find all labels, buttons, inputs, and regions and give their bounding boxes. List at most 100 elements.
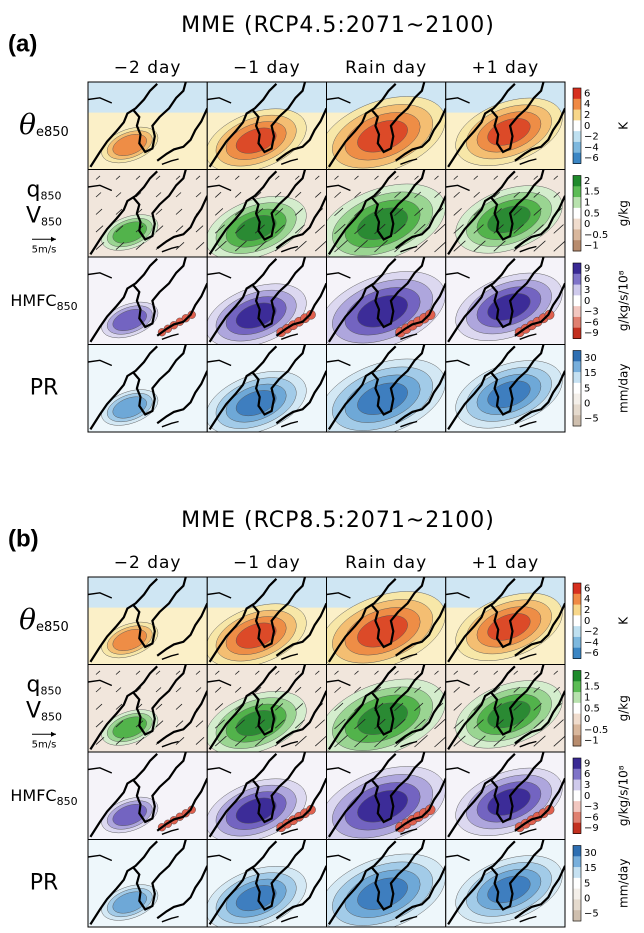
coastline [251, 82, 307, 154]
wind-vector [155, 175, 161, 180]
wind-vector [254, 240, 267, 252]
coastline [88, 854, 113, 862]
coastline [161, 333, 179, 340]
coastline [88, 97, 113, 104]
wind-vector [175, 225, 184, 233]
row-label-sub: 850 [57, 795, 78, 808]
colorbar-unit: K [617, 121, 631, 130]
colorbar-tick: 6 [584, 274, 590, 285]
wind-vector [234, 240, 247, 252]
wind-vector [334, 718, 346, 730]
colorbar-segment [573, 790, 581, 802]
wind-vector [274, 703, 284, 711]
colorbar-tick: −5 [584, 908, 599, 919]
wind-vector [394, 686, 402, 693]
wind-vector [553, 224, 564, 234]
row-label-sub: e850 [36, 124, 69, 139]
colorbar-tick: 1.5 [584, 187, 600, 198]
wind-vector [533, 719, 544, 729]
wind-vector [374, 175, 379, 180]
coastline [161, 158, 179, 165]
wind-vector [294, 240, 307, 252]
wind-vector [453, 191, 460, 198]
colorbar-segment [573, 692, 581, 704]
colorbar-segment [573, 636, 581, 649]
coastline [132, 344, 187, 416]
coastline [490, 752, 545, 824]
panel-label: (b) [8, 525, 39, 552]
coastline [132, 257, 187, 329]
wind-vector [175, 192, 182, 198]
coastline [156, 865, 208, 920]
colorbar-tick: 6 [584, 88, 590, 99]
coastline [207, 854, 232, 862]
coastline [161, 420, 179, 428]
coastline [132, 664, 187, 736]
coastline [370, 344, 426, 416]
map-cell [88, 577, 208, 665]
wind-vector [374, 670, 379, 675]
wind-vector [513, 191, 520, 198]
wind-vector [314, 224, 325, 234]
wind-vector [135, 687, 142, 693]
colorbar-segment [573, 229, 581, 241]
wind-vector [115, 720, 124, 728]
coastline [156, 602, 208, 657]
wind-vector [374, 240, 388, 253]
coastline [326, 767, 351, 774]
coastline [89, 83, 158, 168]
colorbar-unit: K [617, 616, 631, 625]
colorbar-unit: g/kg/s/10⁸ [617, 765, 631, 826]
colorbar-tick: 0 [584, 398, 590, 409]
wind-vector [334, 223, 346, 235]
colorbar-frame [572, 87, 582, 164]
colorbar-segment [573, 811, 581, 824]
colorbar-tick: 1 [584, 197, 590, 208]
wind-vector [135, 670, 141, 675]
coastline [280, 740, 299, 748]
colorbar-segment [573, 724, 581, 736]
wind-vector [314, 670, 320, 675]
coastline [514, 777, 565, 832]
coastline [208, 665, 278, 750]
colorbar-tick: −6 [584, 317, 599, 328]
wind-vector [234, 208, 244, 216]
wind-vector [473, 686, 480, 693]
colorbar-segment [573, 273, 581, 286]
colorbar-segment [573, 152, 581, 164]
row-label-main: HMFC [10, 290, 56, 309]
row-label: HMFC850 [10, 785, 77, 808]
wind-vector [414, 207, 424, 217]
coastline [280, 245, 299, 253]
map-cell [88, 257, 208, 345]
colorbar-segment [573, 670, 581, 682]
colorbar-tick: −6 [584, 812, 599, 823]
coastline [326, 679, 351, 687]
colorbar-segment [573, 779, 581, 791]
coastline [514, 602, 565, 657]
wind-vector [334, 191, 342, 198]
map-cell [207, 664, 327, 752]
coastline [519, 158, 537, 165]
coastline [207, 184, 232, 192]
map-cell [326, 169, 446, 257]
wind-vector [493, 175, 499, 180]
wind-vector [533, 191, 540, 198]
wind-vector [195, 241, 205, 250]
wind-vector [473, 719, 484, 729]
wind-vector [314, 735, 327, 747]
colorbar-tick: −0.5 [584, 230, 608, 241]
coastline [132, 82, 187, 154]
wind-vector [414, 223, 426, 235]
coastline [326, 359, 351, 367]
wind-vector [334, 702, 344, 712]
map-cell [326, 82, 446, 170]
wind-vector [274, 719, 285, 729]
coastline [275, 195, 327, 250]
coastline [156, 107, 208, 162]
coastline [89, 258, 158, 343]
wind-vector [294, 224, 305, 234]
coastline [88, 679, 113, 687]
wind-vector [354, 175, 359, 180]
coastline [327, 258, 397, 343]
